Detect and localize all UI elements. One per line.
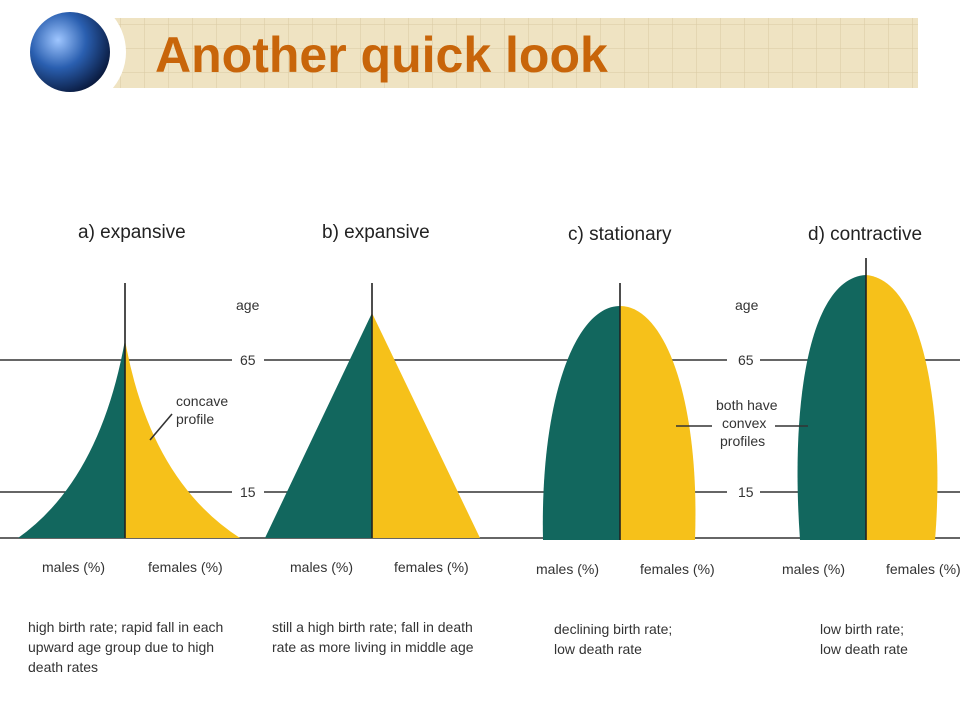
annotation: both have bbox=[716, 397, 778, 413]
title: Another quick look bbox=[155, 27, 608, 83]
axis-label: females (%) bbox=[394, 559, 469, 575]
panel-label: c) stationary bbox=[568, 224, 672, 245]
annotation: convex bbox=[722, 415, 766, 431]
caption: low birth rate; bbox=[820, 621, 904, 637]
axis-label: age bbox=[236, 297, 260, 313]
axis-label: females (%) bbox=[886, 561, 960, 577]
caption: upward age group due to high bbox=[28, 639, 214, 655]
caption: rate as more living in middle age bbox=[272, 639, 474, 655]
axis-label: males (%) bbox=[536, 561, 599, 577]
axis-tick: 15 bbox=[738, 484, 754, 500]
axis-label: females (%) bbox=[640, 561, 715, 577]
pyramid bbox=[265, 283, 480, 538]
title-banner: Another quick look bbox=[14, 0, 918, 108]
axis-label: age bbox=[735, 297, 759, 313]
axis-label: males (%) bbox=[42, 559, 105, 575]
axis-tick: 65 bbox=[240, 352, 256, 368]
caption: high birth rate; rapid fall in each bbox=[28, 619, 223, 635]
annotation: concave bbox=[176, 393, 228, 409]
caption: still a high birth rate; fall in death bbox=[272, 619, 473, 635]
caption: death rates bbox=[28, 659, 98, 675]
axis-tick: 65 bbox=[738, 352, 754, 368]
caption: low death rate bbox=[554, 641, 642, 657]
panel-label: a) expansive bbox=[78, 222, 186, 243]
annotation: profiles bbox=[720, 433, 765, 449]
pyramid bbox=[542, 283, 712, 540]
caption: declining birth rate; bbox=[554, 621, 672, 637]
globe-icon bbox=[30, 12, 110, 92]
panel-label: b) expansive bbox=[322, 222, 430, 243]
caption: low death rate bbox=[820, 641, 908, 657]
pyramid bbox=[18, 283, 240, 538]
axis-label: males (%) bbox=[290, 559, 353, 575]
axis-tick: 15 bbox=[240, 484, 256, 500]
panel-label: d) contractive bbox=[808, 224, 922, 245]
pyramid bbox=[775, 258, 938, 540]
axis-label: females (%) bbox=[148, 559, 223, 575]
axis-label: males (%) bbox=[782, 561, 845, 577]
annotation: profile bbox=[176, 411, 214, 427]
